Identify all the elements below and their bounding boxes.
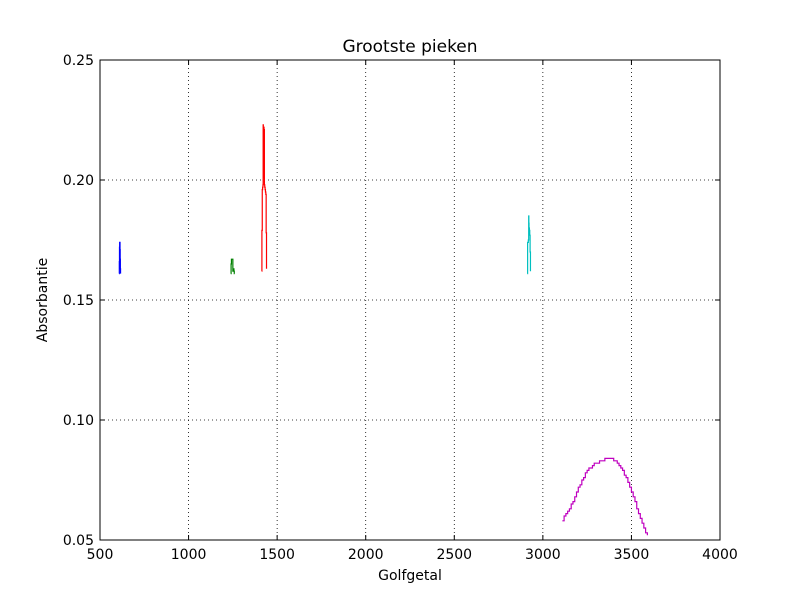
series-line-3 [261, 124, 268, 272]
x-tick-label: 3000 [525, 547, 561, 563]
series-line-5 [562, 457, 648, 536]
series-line-1 [118, 241, 122, 275]
grid [100, 60, 720, 540]
y-axis-label: Absorbantie [35, 258, 51, 342]
y-tick-label: 0.10 [63, 413, 94, 429]
y-tick-label: 0.25 [63, 53, 94, 69]
x-tick-label: 1000 [171, 547, 207, 563]
x-axis-label: Golfgetal [378, 568, 442, 584]
series-line-4 [527, 215, 532, 275]
chart-title: Grootste pieken [342, 37, 477, 57]
x-tick-label: 2500 [436, 547, 472, 563]
plot-series [118, 124, 648, 536]
x-tick-label: 500 [87, 547, 114, 563]
y-tick-label: 0.20 [63, 173, 94, 189]
x-tick-label: 1500 [259, 547, 295, 563]
x-tick-label: 2000 [348, 547, 384, 563]
ticks: 500 1000 1500 2000 2500 3000 3500 4000 0.05 0.10 0… [63, 53, 738, 563]
series-line-2 [230, 258, 235, 275]
x-tick-label: 3500 [614, 547, 650, 563]
y-tick-label: 0.15 [63, 293, 94, 309]
y-tick-label: 0.05 [63, 533, 94, 549]
x-tick-label: 4000 [702, 547, 738, 563]
